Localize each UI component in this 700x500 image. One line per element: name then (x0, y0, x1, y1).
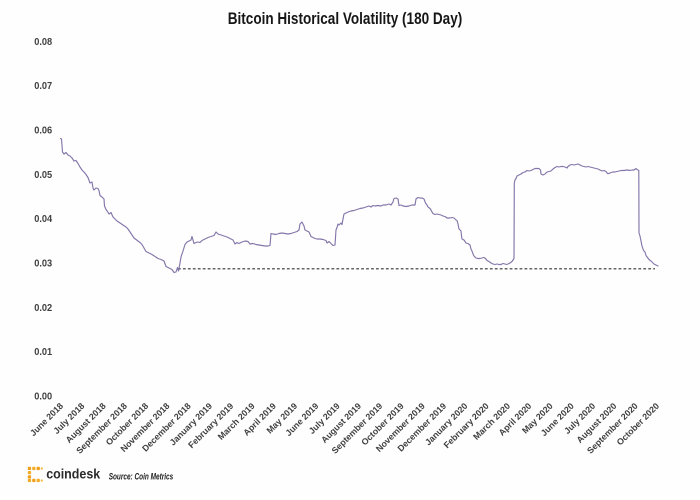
svg-text:0.05: 0.05 (34, 170, 52, 181)
svg-text:Bitcoin Historical Volatility: Bitcoin Historical Volatility (180 Day) (228, 9, 463, 28)
svg-text:0.08: 0.08 (34, 37, 52, 48)
svg-text:0.02: 0.02 (34, 303, 52, 314)
svg-text:coindesk: coindesk (46, 467, 100, 483)
svg-text:Source: Coin Metrics: Source: Coin Metrics (109, 471, 174, 481)
svg-text:0.07: 0.07 (34, 81, 52, 92)
svg-text:0.06: 0.06 (34, 126, 52, 137)
svg-text:0.01: 0.01 (34, 347, 52, 358)
svg-text:0.04: 0.04 (34, 214, 52, 225)
svg-text:0.03: 0.03 (34, 259, 52, 270)
svg-text:0.00: 0.00 (34, 392, 52, 403)
